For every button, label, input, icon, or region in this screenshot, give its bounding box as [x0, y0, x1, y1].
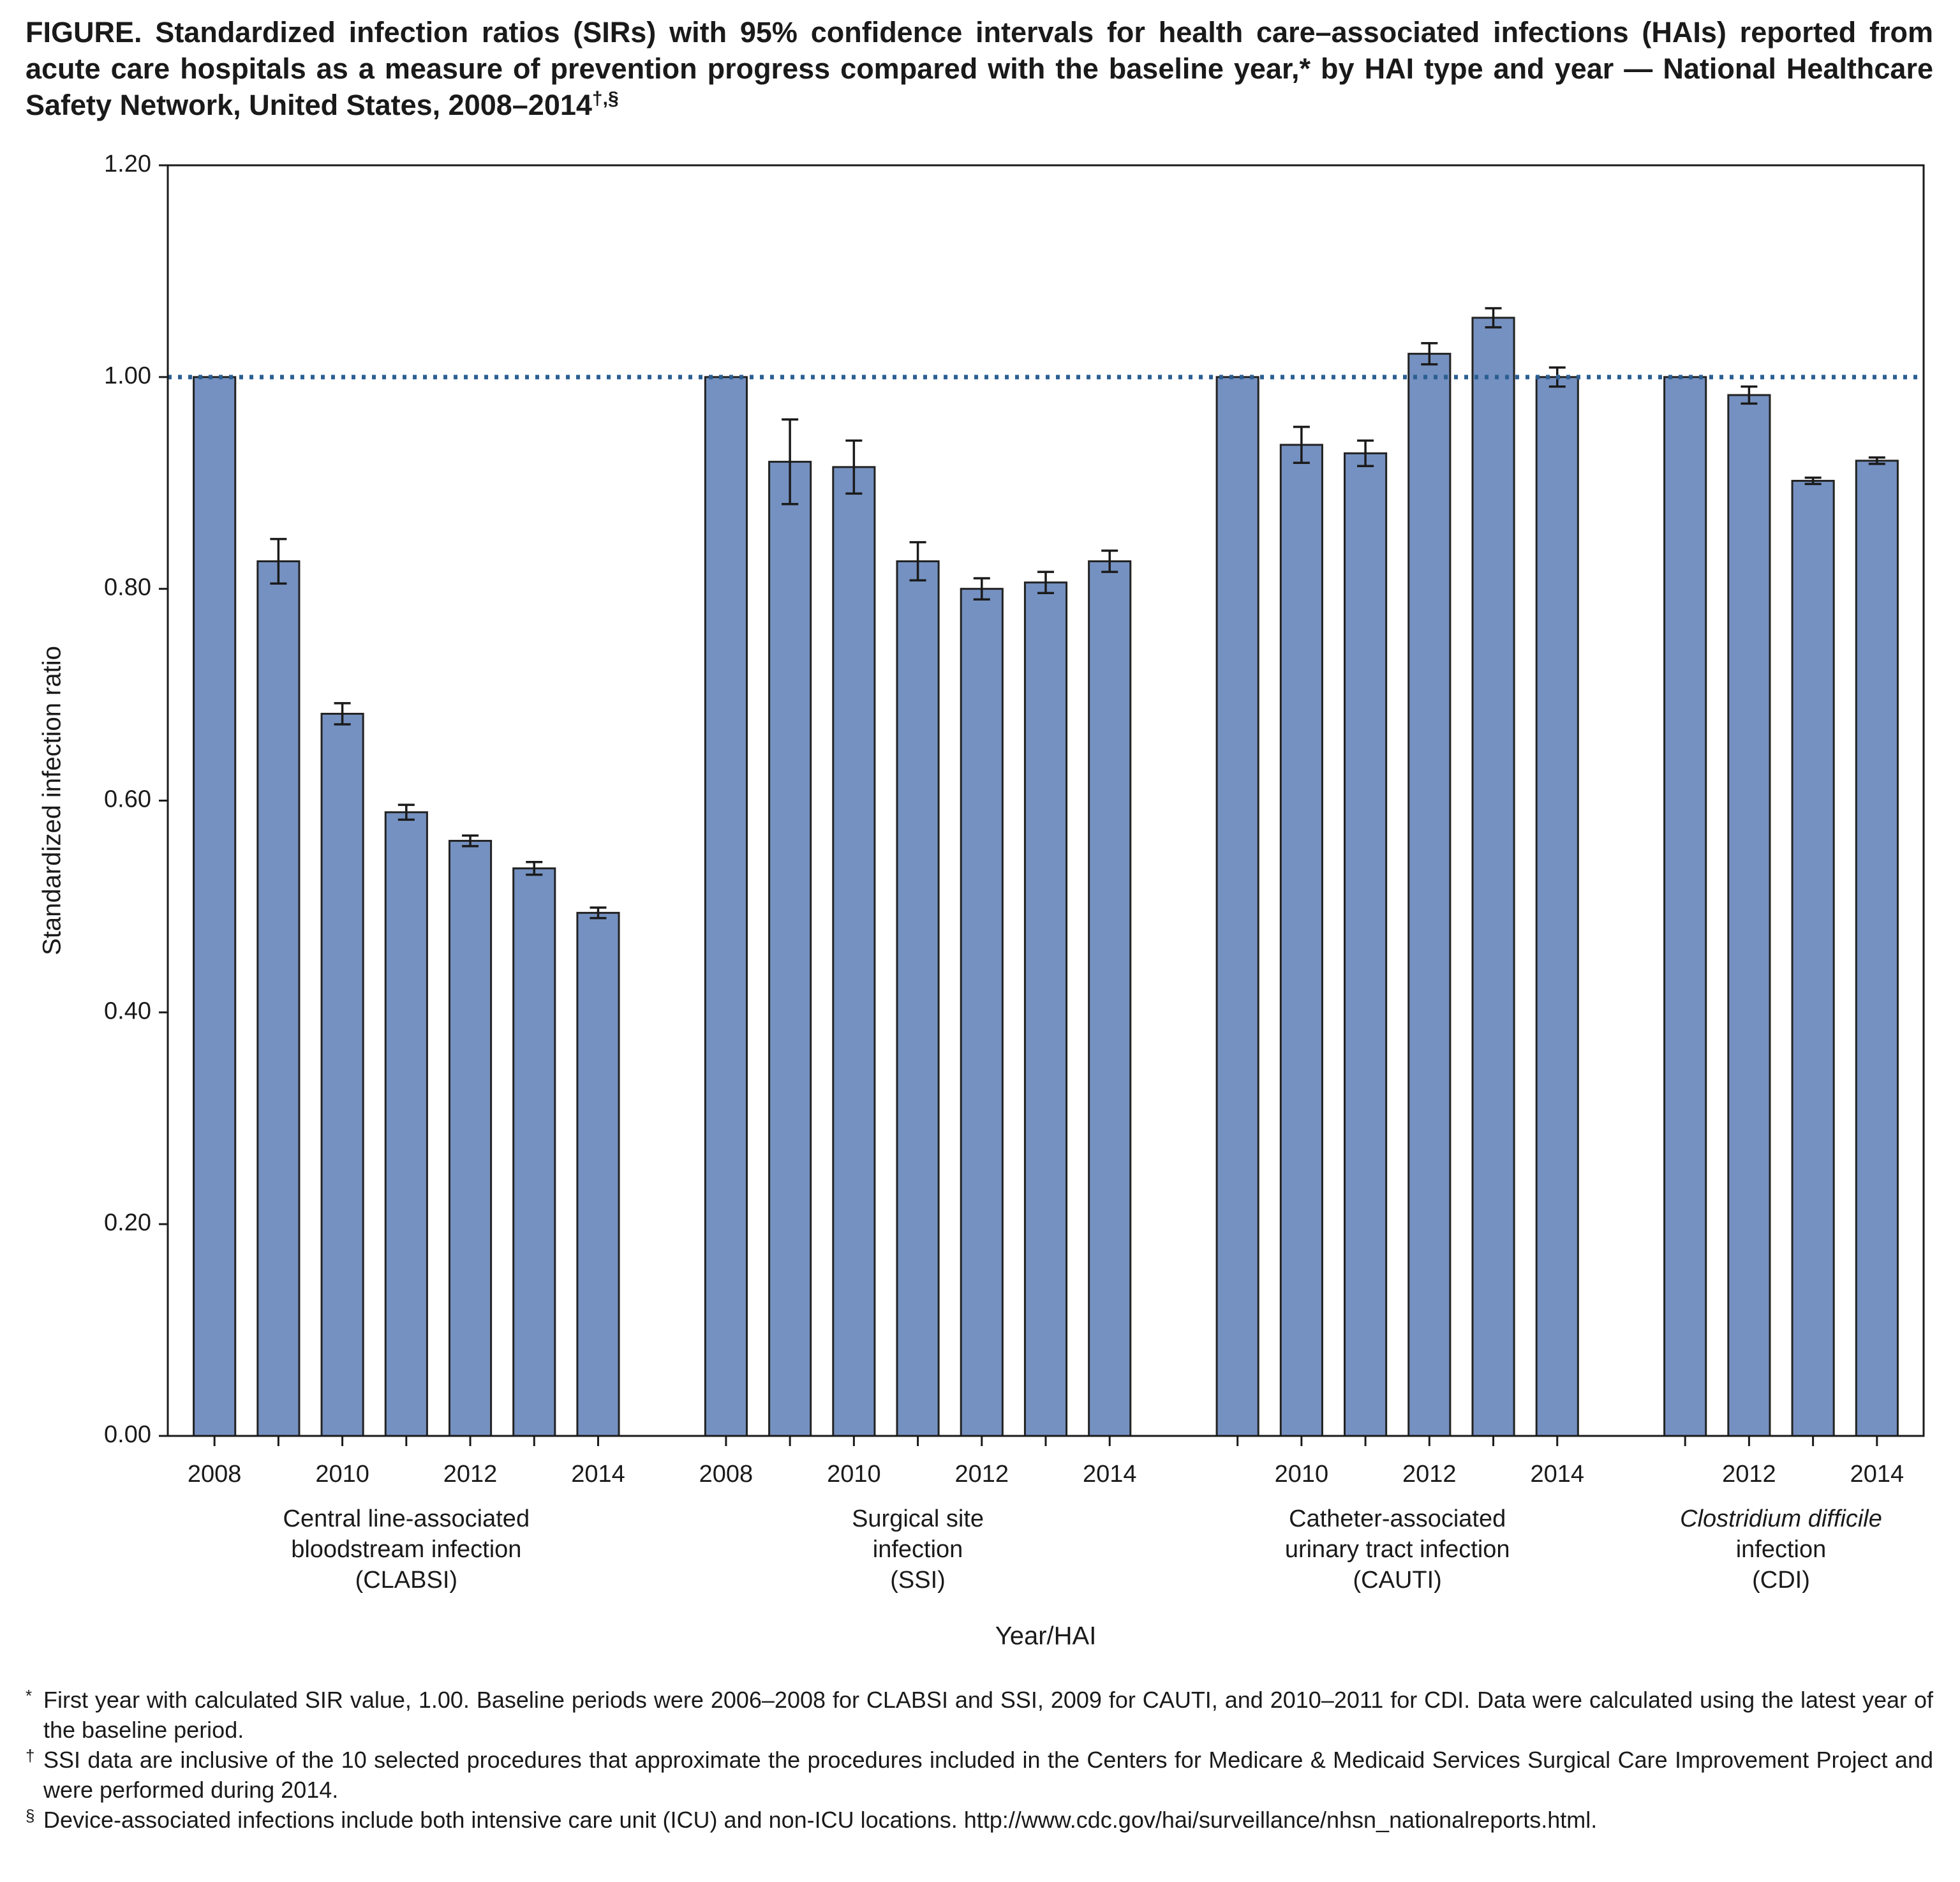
bar [1215, 376, 1259, 1437]
error-bar [1037, 571, 1054, 595]
bar [896, 560, 940, 1437]
error-bar [526, 860, 543, 876]
error-bar [909, 541, 926, 582]
group-label: Surgical site [852, 1505, 984, 1532]
x-tick-label: 2010 [315, 1461, 369, 1488]
group-label: Central line-associated [283, 1505, 530, 1532]
error-bar [782, 418, 799, 505]
bar [320, 712, 364, 1437]
bar [1663, 376, 1707, 1437]
footnote: † SSI data are inclusive of the 10 select… [26, 1745, 1933, 1805]
footnote-text: Device-associated infections include bot… [43, 1807, 1598, 1833]
chart: 0.00 0.20 0.40 0.60 0.80 1.00 1.20 Standardized… [38, 151, 1925, 1650]
error-bar [1741, 385, 1758, 405]
bar [1407, 352, 1451, 1437]
error-bar [1804, 476, 1822, 486]
y-tick-label: 1.00 [104, 362, 151, 389]
bar [576, 911, 620, 1437]
error-bar [397, 803, 415, 821]
error-bar [1357, 439, 1374, 467]
footnote: § Device-associated infections include bo… [26, 1805, 1933, 1835]
group-label: Catheter-associated [1289, 1505, 1506, 1532]
plot-frame [167, 164, 1925, 1437]
footnote: * First year with calculated SIR value, 1… [26, 1685, 1933, 1745]
error-bar [973, 577, 990, 601]
group-label: Clostridium difficile [1680, 1505, 1882, 1532]
footnote-marker: § [26, 1806, 35, 1825]
x-tick-label: 2012 [1402, 1461, 1457, 1488]
y-tick-label: 0.80 [104, 574, 151, 601]
bar [384, 811, 428, 1437]
group-label: (CLABSI) [355, 1567, 457, 1594]
x-tick-label: 2014 [1083, 1461, 1137, 1488]
chart-title: FIGURE. Standardized infection ratios (S… [26, 16, 1933, 121]
bar [1344, 452, 1388, 1437]
bar [768, 461, 812, 1437]
bar [832, 466, 876, 1437]
group-label: infection [873, 1536, 963, 1563]
x-tick-label: 2010 [1275, 1461, 1329, 1488]
bar [704, 376, 748, 1437]
error-bar [462, 834, 479, 848]
error-bar [270, 537, 287, 585]
error-bar [1421, 341, 1438, 366]
x-tick-label: 2010 [827, 1461, 881, 1488]
error-bar [845, 439, 863, 495]
x-tick-label: 2008 [188, 1461, 242, 1488]
bar [1535, 376, 1579, 1437]
x-tick-label: 2014 [1530, 1461, 1584, 1488]
bar [193, 376, 237, 1437]
x-tick-label: 2012 [443, 1461, 498, 1488]
x-tick-label: 2008 [699, 1461, 754, 1488]
y-tick-label: 0.00 [104, 1421, 151, 1448]
footnote-marker: † [26, 1746, 35, 1765]
y-tick-label: 1.20 [104, 151, 151, 177]
x-tick-label: 2014 [571, 1461, 625, 1488]
bar [1279, 444, 1323, 1437]
y-tick-label: 0.40 [104, 997, 151, 1024]
y-axis-label: Standardized infection ratio [38, 646, 66, 955]
group-label: bloodstream infection [291, 1536, 521, 1563]
bar [1791, 479, 1835, 1437]
bar [1727, 394, 1771, 1437]
footnote-text: SSI data are inclusive of the 10 selecte… [43, 1747, 1933, 1803]
title-superscript: †,§ [591, 88, 619, 109]
footnotes: * First year with calculated SIR value, 1… [26, 1685, 1933, 1835]
bar [1471, 317, 1515, 1437]
group-label: (SSI) [890, 1567, 946, 1594]
bar [1088, 560, 1132, 1437]
group-label: infection [1736, 1536, 1827, 1563]
x-tick-label: 2012 [955, 1461, 1009, 1488]
x-axis-label: Year/HAI [995, 1622, 1097, 1650]
group-label: (CAUTI) [1353, 1567, 1442, 1594]
error-bar [1293, 426, 1310, 464]
error-bar [590, 906, 607, 920]
group-label: (CDI) [1752, 1567, 1810, 1594]
y-tick-label: 0.20 [104, 1209, 151, 1236]
bar [256, 560, 301, 1437]
error-bar [1485, 307, 1502, 329]
y-tick-label: 0.60 [104, 786, 151, 813]
bar [1855, 459, 1899, 1437]
x-tick-label: 2014 [1850, 1461, 1904, 1488]
bar [1023, 581, 1068, 1437]
footnote-marker: * [26, 1686, 33, 1705]
error-bar [1868, 456, 1885, 465]
group-label: urinary tract infection [1285, 1536, 1510, 1563]
title-block: FIGURE. Standardized infection ratios (S… [26, 14, 1933, 123]
bar [512, 867, 556, 1437]
bar [960, 588, 1004, 1437]
error-bar [1101, 549, 1118, 573]
footnote-text: First year with calculated SIR value, 1.… [43, 1687, 1933, 1743]
x-tick-label: 2012 [1722, 1461, 1776, 1488]
bar [448, 840, 493, 1437]
error-bar [334, 702, 351, 726]
